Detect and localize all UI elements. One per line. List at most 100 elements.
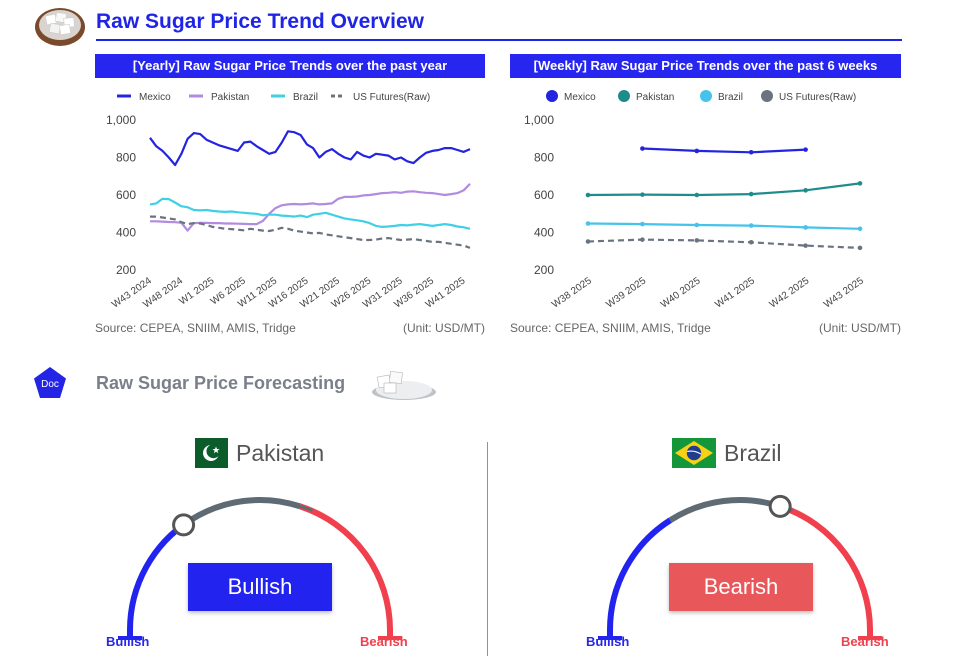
legend-mexico: Mexico: [546, 90, 596, 103]
pakistan-gauge-dial: [118, 497, 402, 640]
legend-brazil: Brazil: [271, 92, 318, 103]
data-point-brazil: [694, 222, 700, 228]
svg-text:Mexico: Mexico: [564, 92, 596, 103]
data-point-brazil: [857, 226, 863, 232]
pakistan-bullish-label: Bullish: [106, 634, 150, 649]
gauge-tick: [207, 500, 233, 512]
data-point-us-futures-raw: [857, 245, 863, 251]
doc-badge-icon: Doc: [34, 367, 66, 398]
page-header: Raw Sugar Price Trend Overview: [0, 0, 970, 46]
data-point-us-futures-raw: [748, 239, 754, 245]
yearly-chart-panel: [Yearly] Raw Sugar Price Trends over the…: [95, 54, 490, 344]
data-point-pakistan: [748, 191, 754, 197]
pakistan-gauge: Pakistan Bullish Bullish Bearish: [80, 430, 440, 660]
series-line-mexico: [642, 147, 806, 154]
pakistan-flag-icon: [184, 438, 228, 468]
series-line-mexico: [149, 130, 471, 167]
x-tick-label: W38 2025: [550, 275, 594, 310]
pakistan-country-name: Pakistan: [236, 439, 325, 466]
series-line-us-futures-raw: [150, 215, 471, 249]
sugar-pile-icon: [372, 371, 436, 400]
legend-us-futures-raw: US Futures(Raw): [761, 90, 856, 103]
data-point-mexico: [640, 146, 645, 151]
gauge-divider: [487, 442, 488, 656]
svg-text:Brazil: Brazil: [293, 92, 318, 103]
gauge-bullish-arc: [127, 517, 192, 631]
series-line-brazil: [149, 197, 471, 230]
brazil-flag-icon: [672, 438, 716, 468]
series-line-brazil: [587, 222, 861, 230]
y-tick-label: 800: [534, 151, 554, 165]
brazil-country-name: Brazil: [724, 439, 782, 466]
pakistan-forecast-state: Bullish: [188, 563, 332, 611]
y-tick-label: 1,000: [524, 113, 554, 127]
svg-text:US Futures(Raw): US Futures(Raw): [353, 92, 430, 103]
x-tick-label: W39 2025: [604, 275, 648, 310]
brazil-bullish-label: Bullish: [586, 634, 630, 649]
weekly-chart-unit: (Unit: USD/MT): [819, 321, 901, 335]
pakistan-bearish-label: Bearish: [360, 634, 408, 649]
gauge-neutral-arc: [188, 497, 302, 523]
gauge-needle-marker: [768, 494, 792, 518]
series-line-us-futures-raw: [587, 238, 861, 249]
gauge-bullish-arc: [607, 517, 672, 631]
svg-text:Pakistan: Pakistan: [211, 92, 249, 103]
svg-text:Pakistan: Pakistan: [636, 92, 674, 103]
page-title: Raw Sugar Price Trend Overview: [96, 10, 424, 33]
y-tick-label: 600: [116, 188, 136, 202]
yearly-chart-source: Source: CEPEA, SNIIM, AMIS, Tridge: [95, 321, 296, 335]
brazil-gauge: Brazil Bearish Bullish Bearish: [560, 430, 920, 660]
data-point-brazil: [585, 221, 591, 226]
data-point-mexico: [694, 148, 700, 154]
data-point-pakistan: [803, 188, 808, 193]
y-tick-label: 600: [534, 188, 554, 202]
x-tick-label: W41 2025: [713, 275, 757, 310]
yearly-chart: Mexico Pakistan Brazil US Futures(Raw) 200 40…: [106, 92, 471, 311]
legend-mexico: Mexico: [117, 92, 171, 103]
gauge-tick: [836, 542, 855, 565]
gauge-tick: [687, 500, 713, 512]
y-tick-label: 1,000: [106, 113, 136, 127]
data-point-mexico: [748, 149, 754, 155]
data-point-brazil: [640, 221, 645, 227]
brazil-header: Brazil: [672, 436, 782, 470]
svg-text:Brazil: Brazil: [718, 92, 743, 103]
legend-us-futures-raw: US Futures(Raw): [331, 92, 430, 103]
y-tick-label: 800: [116, 151, 136, 165]
x-tick-label: W43 2025: [822, 275, 866, 310]
gauge-tick: [625, 542, 644, 565]
y-tick-label: 200: [116, 263, 136, 277]
forecast-title: Raw Sugar Price Forecasting: [96, 373, 346, 393]
gauge-neutral-arc: [668, 497, 782, 523]
data-point-pakistan: [694, 192, 700, 198]
data-point-us-futures-raw: [585, 239, 591, 244]
weekly-chart-title: [Weekly] Raw Sugar Price Trends over the…: [510, 54, 901, 78]
svg-text:Mexico: Mexico: [139, 92, 171, 103]
weekly-chart-source: Source: CEPEA, SNIIM, AMIS, Tridge: [510, 321, 711, 335]
gauge-tick: [145, 542, 164, 565]
gauge-tick: [287, 500, 313, 512]
legend-pakistan: Pakistan: [618, 90, 674, 103]
sugar-bowl-icon: [35, 8, 85, 46]
yearly-chart-title: [Yearly] Raw Sugar Price Trends over the…: [95, 54, 485, 78]
x-tick-label: W40 2025: [659, 275, 703, 310]
y-tick-label: 200: [534, 263, 554, 277]
pakistan-header: Pakistan: [184, 436, 324, 470]
series-line-pakistan: [150, 183, 471, 232]
data-point-pakistan: [585, 192, 591, 198]
data-point-us-futures-raw: [640, 237, 645, 242]
data-point-pakistan: [640, 192, 645, 197]
brazil-forecast-state: Bearish: [669, 563, 813, 611]
weekly-chart: Mexico Pakistan Brazil US Futures(Raw) 200 40…: [524, 90, 866, 311]
legend-brazil: Brazil: [700, 90, 743, 103]
gauge-tick: [356, 542, 375, 565]
data-point-pakistan: [857, 181, 863, 186]
y-tick-label: 400: [534, 226, 554, 240]
weekly-chart-panel: [Weekly] Raw Sugar Price Trends over the…: [510, 54, 905, 344]
series-line-pakistan: [587, 182, 861, 197]
brazil-bearish-label: Bearish: [841, 634, 889, 649]
yearly-chart-unit: (Unit: USD/MT): [403, 321, 485, 335]
data-point-brazil: [803, 225, 808, 230]
doc-badge-label: Doc: [41, 379, 59, 390]
data-point-mexico: [803, 147, 808, 152]
